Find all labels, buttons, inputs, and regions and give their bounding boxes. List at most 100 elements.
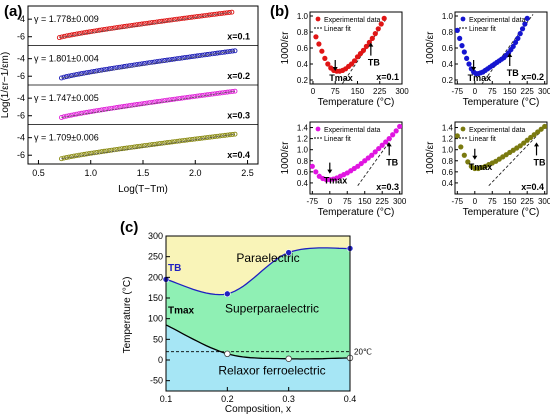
panel-a-data-point: [174, 16, 180, 22]
panel-a-data-point: [81, 151, 87, 157]
panel-a-data-point: [204, 92, 210, 98]
panel-b-data-point: [390, 132, 396, 138]
panel-a-data-point: [149, 20, 155, 26]
panel-b-subplot: -75 0 75 150 225 300 0.4 0.6 0.8 1.0 1.2 1.4 Experim…: [280, 121, 407, 218]
panel-a-data-point: [225, 49, 230, 55]
panel-b-ytick-label: 0.4: [442, 60, 454, 69]
panel-b-ylabel: 1000/εr: [425, 141, 436, 174]
panel-a-data-point: [182, 137, 188, 143]
panel-b-data-point: [397, 123, 402, 130]
panel-a-data-point: [172, 96, 178, 102]
panel-b-data-point: [457, 35, 463, 42]
panel-a-data-point: [119, 104, 125, 110]
panel-a-data-point: [194, 53, 200, 59]
panel-a-data-point: [174, 56, 180, 62]
panel-a-data-point: [154, 99, 160, 105]
panel-a-data-point: [96, 107, 102, 113]
panel-label-c: (c): [120, 219, 138, 236]
panel-c-tmax-label: Tmax: [168, 306, 195, 317]
panel-a-data-point: [189, 94, 195, 100]
panel-a-data-point: [189, 136, 195, 142]
panel-a-data-point: [146, 20, 152, 26]
panel-a-data-point: [94, 28, 100, 34]
panel-c-tmax-point: [224, 350, 231, 357]
panel-b-data-point: [393, 128, 399, 134]
panel-a-data-point: [86, 109, 92, 115]
panel-b-legend-marker: [315, 16, 321, 22]
panel-a-data-point: [171, 17, 177, 23]
panel-a-data-point: [164, 140, 170, 146]
panel-b-data-point: [351, 58, 358, 64]
panel-a-data-point: [214, 11, 220, 17]
panel-b-xtick-label: 150: [351, 87, 365, 96]
panel-b-xtick-label: 75: [488, 197, 497, 206]
panel-b-ytick-label: 0.6: [442, 44, 454, 53]
panel-b-xtick-label: 225: [373, 87, 387, 96]
panel-a-data-point: [69, 32, 75, 38]
panel-a-data-point: [141, 21, 147, 27]
panel-a-data-point: [147, 60, 152, 66]
panel-c-ytick-label: 200: [148, 272, 163, 282]
panel-a-data-point: [131, 22, 137, 28]
panel-b-data-point: [455, 27, 460, 33]
panel-a-gamma-label: γ = 1.801±0.004: [34, 54, 99, 64]
panel-a-data-point: [162, 98, 168, 104]
panel-c-ytick-label: 100: [148, 314, 163, 324]
panel-a-data-point: [181, 15, 187, 21]
panel-b-data-point: [515, 35, 521, 42]
panel-a-data-point: [129, 22, 135, 28]
panel-c-tb-point: [224, 290, 231, 298]
panel-b-xtick-label: -75: [452, 197, 464, 206]
panel-b-xtick-label: 300: [538, 87, 550, 96]
panel-b-data-point: [524, 137, 530, 143]
panel-a-data-point: [71, 153, 77, 159]
panel-b-data-point: [316, 41, 322, 47]
panel-b-xlabel: Temperature (°C): [318, 207, 395, 218]
panel-a-data-point: [126, 23, 132, 29]
panel-b-frame: [309, 121, 403, 195]
panel-c-ytick-label: 250: [148, 252, 163, 262]
panel-a-data-point: [189, 14, 195, 20]
panel-a-data-point: [179, 138, 185, 144]
panel-a-data-point: [126, 145, 132, 151]
panel-a-data-point: [192, 93, 198, 99]
panel-a-data-point: [219, 90, 225, 96]
panel-b-data-point: [459, 43, 465, 49]
panel-a-data-point: [74, 31, 80, 37]
panel-a-data-point: [89, 109, 95, 114]
panel-c-label-superparaelectric: Superparaelectric: [225, 301, 319, 315]
panel-a-chart: 0.5 1.0 1.5 2.0 2.5 -4 -6 γ = 1.778±0.009 x=0.1 -…: [0, 5, 259, 195]
panel-a-data-point: [191, 14, 197, 20]
panel-a-data-point: [124, 23, 130, 29]
panel-b-xtick-label: 75: [343, 197, 352, 206]
panel-a-data-point: [187, 94, 193, 100]
panel-b-data-point: [360, 47, 367, 54]
panel-a-data-point: [79, 71, 85, 77]
panel-c-tmax-point: [285, 355, 292, 362]
panel-a-data-point: [84, 151, 90, 157]
panel-a-ytick-label: -6: [17, 32, 25, 42]
panel-c-frame: [165, 235, 351, 392]
panel-a-data-point: [184, 137, 190, 143]
panel-b-data-point: [355, 163, 361, 169]
panel-b-data-point: [378, 21, 384, 27]
panel-c-phase-diagram: Composition, x Temperature (°C) 20℃ 0.1 0.…: [122, 231, 372, 415]
panel-b-xtick-label: 150: [358, 197, 372, 206]
panel-a-data-point: [134, 22, 140, 28]
panel-a-data-point: [94, 68, 100, 74]
panel-a-data-point: [187, 54, 193, 60]
panel-a-data-point: [172, 139, 178, 145]
panel-a-data-point: [164, 18, 170, 24]
panel-b-data-point: [325, 61, 331, 67]
panel-a-data-point: [91, 150, 97, 156]
panel-a-data-point: [179, 55, 185, 61]
panel-a-data-point: [152, 99, 157, 105]
panel-a-data-point: [104, 66, 110, 72]
panel-b-legend-data: Experimental data: [324, 17, 381, 24]
panel-a-data-point: [192, 53, 198, 59]
panel-a-data-point: [131, 102, 137, 108]
panel-a-data-point: [187, 137, 193, 143]
panel-a-data-point: [139, 101, 145, 107]
panel-b-xtick-label: 150: [503, 87, 517, 96]
